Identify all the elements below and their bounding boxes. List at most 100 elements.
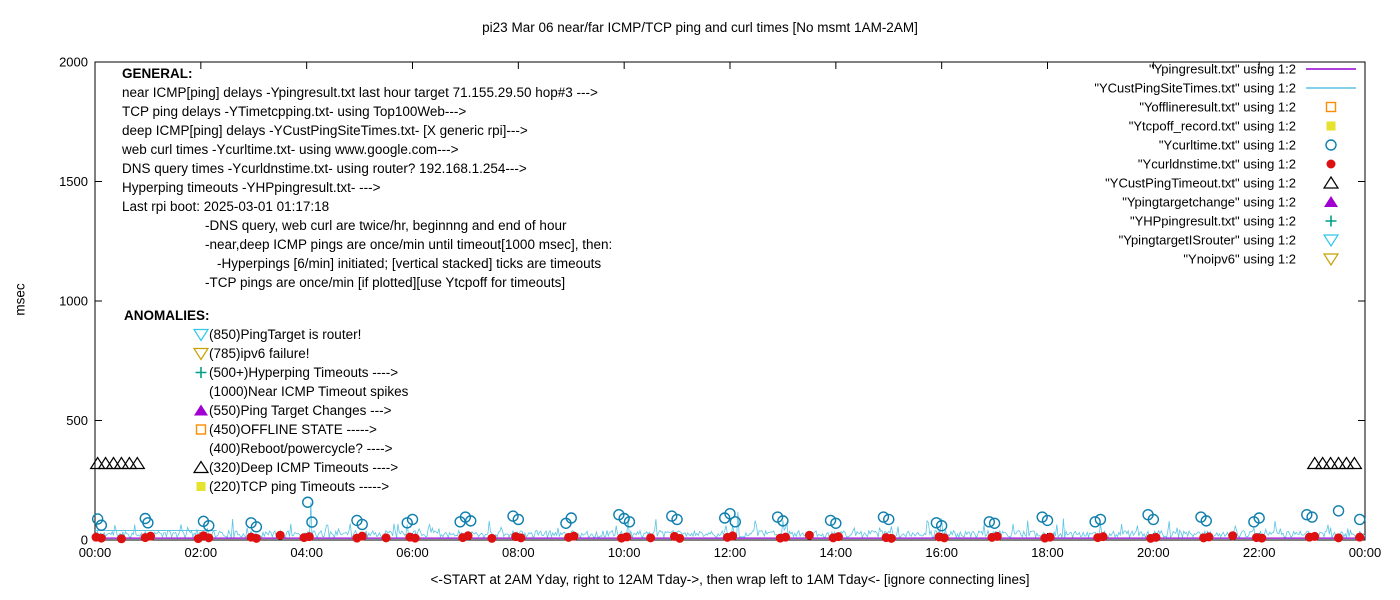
circle-filled-marker xyxy=(275,530,285,540)
circle-open-marker xyxy=(1325,139,1337,151)
legend-label: "YCustPingSiteTimes.txt" using 1:2 xyxy=(1094,81,1296,96)
triangle-up-open-marker xyxy=(113,456,130,470)
annotations: GENERAL: near ICMP[ping] delays -Ypingres… xyxy=(121,66,612,494)
circle-open-marker xyxy=(935,519,948,532)
circle-filled-marker xyxy=(251,533,261,543)
x-tick-label: 18:00 xyxy=(1031,545,1064,560)
legend-label: "Ytcpoff_record.txt" using 1:2 xyxy=(1129,119,1296,134)
circle-filled-marker xyxy=(569,531,579,541)
circle-filled-marker xyxy=(1257,533,1267,543)
x-tick-label: 04:00 xyxy=(290,545,323,560)
circle-filled-marker xyxy=(304,532,314,542)
circle-open-marker xyxy=(1089,516,1101,528)
circle-open-marker xyxy=(306,516,318,528)
x-tick-label: 08:00 xyxy=(502,545,535,560)
general-heading: GENERAL: xyxy=(122,66,193,81)
circle-filled-marker xyxy=(146,531,156,541)
circle-filled-marker xyxy=(463,531,473,541)
anomaly-item: (320)Deep ICMP Timeouts ----> xyxy=(209,460,398,475)
circle-open-marker xyxy=(877,511,890,523)
general-indented-line: -DNS query, web curl are twice/hr, begin… xyxy=(205,218,567,233)
legend-label: "Ycurltime.txt" using 1:2 xyxy=(1159,138,1296,153)
circle-open-marker xyxy=(250,521,263,533)
x-axis-label: <-START at 2AM Yday, right to 12AM Tday-… xyxy=(430,572,1030,587)
circle-filled-marker xyxy=(833,532,843,542)
legend-label: "YpingtargetISrouter" using 1:2 xyxy=(1119,233,1296,248)
circle-open-marker xyxy=(465,515,477,527)
circle-open-marker xyxy=(1200,515,1212,527)
triangle-up-open-marker xyxy=(1314,456,1331,470)
circle-open-marker xyxy=(203,519,215,532)
circle-open-marker xyxy=(883,513,895,526)
triangle-up-open-marker xyxy=(129,456,146,470)
triangle-up-open-marker xyxy=(1322,456,1339,470)
x-tick-label: 12:00 xyxy=(714,545,747,560)
y-axis-label: msec xyxy=(12,283,28,316)
anomaly-item: (550)Ping Target Changes ---> xyxy=(209,403,392,418)
circle-filled-marker xyxy=(410,533,420,543)
circle-open-marker xyxy=(1094,513,1107,526)
circle-open-marker xyxy=(406,513,419,526)
legend-label: "Ycurldnstime.txt" using 1:2 xyxy=(1138,157,1296,172)
circle-filled-marker xyxy=(1045,532,1055,542)
circle-filled-marker xyxy=(1151,532,1161,542)
triangle-up-open-marker xyxy=(1330,456,1347,470)
x-tick-label: 20:00 xyxy=(1137,545,1170,560)
circle-open-marker xyxy=(1354,513,1366,526)
plus-marker xyxy=(195,367,207,378)
anomaly-item: (220)TCP ping Timeouts -----> xyxy=(209,479,389,494)
triangle-up-open-marker xyxy=(1338,456,1355,470)
general-line: web curl times -Ycurltime.txt- using www… xyxy=(121,142,459,157)
triangle-up-open-marker xyxy=(1346,456,1363,470)
y-tick-label: 1500 xyxy=(59,174,88,189)
triangle-up-filled-marker xyxy=(1324,196,1338,207)
circle-filled-marker xyxy=(487,533,497,543)
series-Ycurldnstime.txt xyxy=(91,530,1365,544)
general-line: Hyperping timeouts -YHPpingresult.txt- -… xyxy=(122,180,381,195)
legend-label: "YCustPingTimeout.txt" using 1:2 xyxy=(1105,176,1296,191)
circle-open-marker xyxy=(1306,511,1318,523)
general-line: TCP ping delays -YTimetcpping.txt- using… xyxy=(122,104,466,119)
y-tick-label: 0 xyxy=(81,533,88,548)
triangle-up-open-marker xyxy=(1306,456,1323,470)
circle-open-marker xyxy=(824,514,837,527)
circle-open-marker xyxy=(777,515,789,527)
general-line: deep ICMP[ping] delays -YCustPingSiteTim… xyxy=(122,123,528,138)
triangle-up-open-marker xyxy=(97,456,114,470)
anomaly-item: (450)OFFLINE STATE -----> xyxy=(209,422,377,437)
circle-open-marker xyxy=(95,519,108,531)
circle-open-marker xyxy=(91,513,104,525)
triangle-down-open-marker xyxy=(1322,253,1340,267)
circle-filled-marker xyxy=(516,533,526,543)
x-tick-label: 00:00 xyxy=(1349,545,1382,560)
circle-open-marker xyxy=(830,517,842,529)
triangle-up-filled-marker xyxy=(194,404,208,416)
square-filled-marker xyxy=(1326,121,1336,131)
x-tick-label: 02:00 xyxy=(185,545,218,560)
circle-filled-marker xyxy=(96,533,106,543)
triangle-up-open-marker xyxy=(1322,175,1340,189)
circle-filled-marker xyxy=(1310,531,1320,541)
general-line: Last rpi boot: 2025-03-01 01:17:18 xyxy=(122,199,329,214)
x-tick-label: 10:00 xyxy=(608,545,641,560)
x-tick-label: 06:00 xyxy=(396,545,429,560)
circle-filled-marker xyxy=(1326,159,1336,169)
circle-filled-marker xyxy=(1098,532,1108,542)
anomaly-item: (1000)Near ICMP Timeout spikes xyxy=(209,384,409,399)
triangle-up-open-marker xyxy=(105,456,122,470)
legend: "Ypingresult.txt" using 1:2 "YCustPingSit… xyxy=(1094,62,1356,267)
circle-open-marker xyxy=(983,516,995,528)
x-tick-label: 14:00 xyxy=(820,545,853,560)
legend-label: "YHPpingresult.txt" using 1:2 xyxy=(1130,214,1296,229)
circle-open-marker xyxy=(1253,512,1265,524)
square-filled-marker xyxy=(196,482,206,491)
triangle-down-open-marker xyxy=(1322,234,1340,248)
anomalies-heading: ANOMALIES: xyxy=(124,308,210,323)
circle-filled-marker xyxy=(1204,532,1214,542)
circle-filled-marker xyxy=(1228,531,1238,541)
circle-open-marker xyxy=(302,496,314,508)
general-line: DNS query times -Ycurldnstime.txt- using… xyxy=(122,161,527,176)
anomaly-item: (500+)Hyperping Timeouts ----> xyxy=(209,365,398,380)
